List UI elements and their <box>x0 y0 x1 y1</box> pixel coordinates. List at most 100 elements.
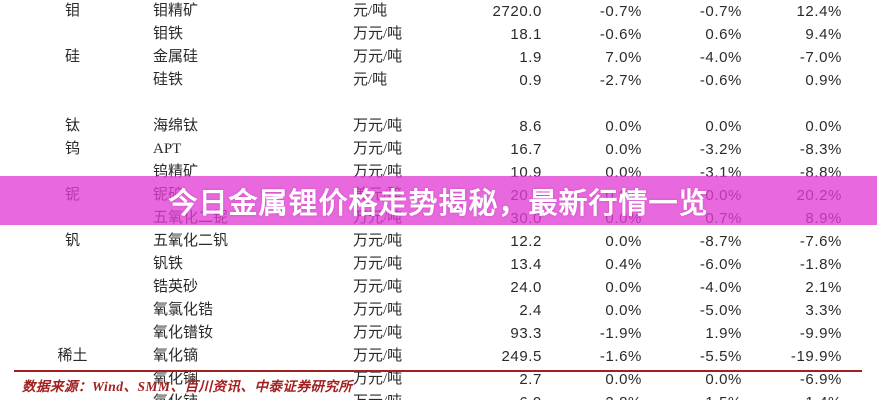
table-row: 氧氯化锆 万元/吨 2.4 0.0% -5.0% 3.3% 94.7% <box>0 299 877 322</box>
row-category <box>0 276 145 299</box>
row-monthly-change: 0.0% <box>805 118 842 135</box>
row-latest-price: 18.1 <box>510 26 542 43</box>
row-monthly-change: -9.9% <box>799 325 842 342</box>
row-daily-change: 0.0% <box>605 118 642 135</box>
row-daily-change: -1.6% <box>599 348 642 365</box>
row-product-name: 钼精矿 <box>153 3 199 19</box>
table-row: 钒 五氧化二钒 万元/吨 12.2 0.0% -8.7% -7.6% 24.7% <box>0 230 877 253</box>
row-latest-price: 249.5 <box>501 348 542 365</box>
row-unit: 万元/吨 <box>353 256 403 272</box>
row-product-name: APT <box>153 141 182 157</box>
table-row: 钼 钼精矿 元/吨 2720.0 -0.7% -0.7% 12.4% 81.3% <box>0 0 877 23</box>
row-monthly-change: -6.9% <box>799 371 842 388</box>
row-weekly-change: 0.0% <box>705 371 742 388</box>
row-category: 钛 <box>64 118 80 134</box>
row-latest-price: 2720.0 <box>492 3 542 20</box>
row-daily-change: -0.7% <box>599 3 642 20</box>
row-daily-change: -0.6% <box>599 26 642 43</box>
row-monthly-change: 0.9% <box>805 72 842 89</box>
row-unit: 万元/吨 <box>353 302 403 318</box>
row-monthly-change: 9.4% <box>805 26 842 43</box>
row-daily-change: 7.0% <box>605 49 642 66</box>
row-latest-price: 16.7 <box>510 141 542 158</box>
row-latest-price: 13.4 <box>510 256 542 273</box>
row-unit: 万元/吨 <box>353 233 403 249</box>
row-category <box>0 23 145 46</box>
row-weekly-change: -5.0% <box>699 302 742 319</box>
table-row: 钼铁 万元/吨 18.1 -0.6% 0.6% 9.4% 77.8% <box>0 23 877 46</box>
row-monthly-change: -19.9% <box>790 348 842 365</box>
row-yearly-change: 204.4% <box>856 391 877 400</box>
row-weekly-change: -4.0% <box>699 279 742 296</box>
overlay-banner <box>0 176 877 225</box>
table-row: 氧化镨钕 万元/吨 93.3 -1.9% 1.9% -9.9% 131.1% <box>0 322 877 345</box>
table-row: 硅 金属硅 万元/吨 1.9 7.0% -4.0% -7.0% 38.1% <box>0 46 877 69</box>
row-monthly-change: 12.4% <box>796 3 842 20</box>
row-unit: 万元/吨 <box>353 391 456 400</box>
row-yearly-change: 64.4% <box>856 276 877 299</box>
row-yearly-change: 24.7% <box>856 230 877 253</box>
row-yearly-change: 27.3% <box>856 345 877 368</box>
row-product-name: 金属硅 <box>153 49 199 65</box>
row-category: 钼 <box>64 3 80 19</box>
row-weekly-change: -3.2% <box>699 141 742 158</box>
row-yearly-change: 41.0% <box>856 115 877 138</box>
row-monthly-change: 2.1% <box>805 279 842 296</box>
row-latest-price: 6.9 <box>456 391 556 400</box>
row-yearly-change: 77.8% <box>856 23 877 46</box>
row-product-name: 氧化镨钕 <box>153 325 214 341</box>
row-monthly-change: -8.3% <box>799 141 842 158</box>
row-unit: 万元/吨 <box>353 325 403 341</box>
row-product-name: 钼铁 <box>153 26 184 42</box>
row-latest-price: 2.4 <box>519 302 542 319</box>
row-weekly-change: -0.6% <box>699 72 742 89</box>
row-yearly-change: 27.1% <box>856 138 877 161</box>
row-daily-change: -2.7% <box>599 72 642 89</box>
row-category: 钨 <box>64 141 80 157</box>
row-yearly-change: 34.8% <box>856 253 877 276</box>
row-category: 钒 <box>64 233 80 249</box>
table-row: 钨 APT 万元/吨 16.7 0.0% -3.2% -8.3% 27.1% <box>0 138 877 161</box>
row-product-name: 氧化铈 <box>145 391 353 400</box>
row-daily-change: -1.9% <box>599 325 642 342</box>
row-unit: 万元/吨 <box>353 26 403 42</box>
row-weekly-change: 1.9% <box>705 325 742 342</box>
table-row: 钛 海绵钛 万元/吨 8.6 0.0% 0.0% 0.0% 41.0% <box>0 115 877 138</box>
row-category <box>0 69 145 92</box>
source-note: 数据来源：Wind、SMM、百川资讯、中泰证券研究所 <box>22 379 353 394</box>
row-monthly-change: -7.0% <box>799 49 842 66</box>
row-weekly-change: 0.6% <box>705 26 742 43</box>
row-monthly-change: 3.3% <box>805 302 842 319</box>
row-unit: 万元/吨 <box>353 49 403 65</box>
row-latest-price: 0.9 <box>519 72 542 89</box>
row-unit: 元/吨 <box>353 3 388 19</box>
row-unit: 元/吨 <box>353 72 388 88</box>
row-daily-change: 0.0% <box>605 302 642 319</box>
row-monthly-change: -1.4% <box>756 391 856 400</box>
row-monthly-change: -1.8% <box>799 256 842 273</box>
row-unit: 万元/吨 <box>353 118 403 134</box>
table-row: 钒铁 万元/吨 13.4 0.4% -6.0% -1.8% 34.8% <box>0 253 877 276</box>
row-latest-price: 93.3 <box>510 325 542 342</box>
row-weekly-change: -5.5% <box>699 348 742 365</box>
row-weekly-change: -0.7% <box>699 3 742 20</box>
row-weekly-change: -8.7% <box>699 233 742 250</box>
row-weekly-change: -6.0% <box>699 256 742 273</box>
row-product-name: 氧化镝 <box>153 348 199 364</box>
row-weekly-change: 1.5% <box>656 391 756 400</box>
row-unit: 万元/吨 <box>353 279 403 295</box>
row-yearly-change: 36.4% <box>856 69 877 92</box>
row-spacer <box>0 92 877 115</box>
row-daily-change: 0.0% <box>605 371 642 388</box>
row-product-name: 硅铁 <box>153 72 184 88</box>
row-daily-change: 0.0% <box>605 279 642 296</box>
row-weekly-change: -4.0% <box>699 49 742 66</box>
row-unit: 万元/吨 <box>353 348 403 364</box>
row-latest-price: 1.9 <box>519 49 542 66</box>
row-product-name: 钒铁 <box>153 256 184 272</box>
row-yearly-change: 131.1% <box>856 322 877 345</box>
row-latest-price: 24.0 <box>510 279 542 296</box>
row-latest-price: 8.6 <box>519 118 542 135</box>
row-yearly-change: 81.3% <box>856 0 877 23</box>
